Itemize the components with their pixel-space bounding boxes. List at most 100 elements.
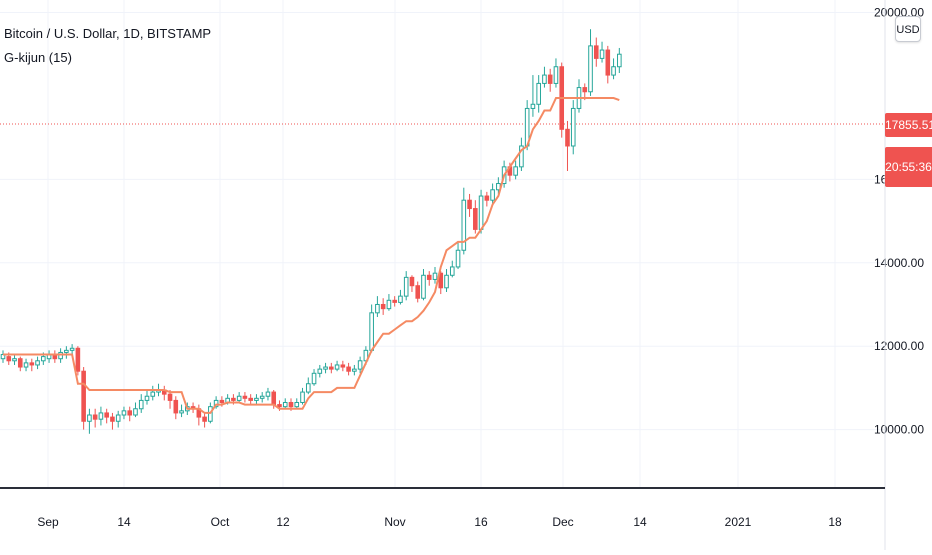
candle-body-up	[179, 410, 184, 414]
candle	[12, 354, 17, 365]
currency-button[interactable]: USD	[895, 16, 921, 42]
x-tick-label: Nov	[384, 515, 405, 529]
candle-body-up	[144, 395, 150, 401]
candle-body-up	[352, 368, 357, 372]
candle-body-up	[311, 372, 317, 385]
candle	[421, 269, 426, 301]
candle-body-down	[467, 199, 472, 210]
candle	[35, 356, 40, 370]
candle	[190, 402, 196, 413]
candle-body-down	[92, 414, 98, 420]
candle-body-up	[98, 412, 104, 420]
candle	[617, 47, 622, 73]
candle-body-up	[254, 397, 259, 401]
indicator-legend[interactable]: G-kijun (15)	[4, 50, 72, 65]
candle-body-down	[605, 49, 611, 76]
candle-body-up	[35, 360, 40, 366]
candle-body-down	[242, 395, 248, 399]
candle-body-down	[380, 303, 386, 310]
candle	[455, 241, 461, 270]
candle-body-up	[323, 366, 328, 370]
candle	[52, 350, 58, 363]
x-tick-label: Sep	[37, 515, 59, 529]
candle	[547, 68, 553, 92]
candle-body-up	[570, 107, 576, 147]
candle-body-up	[611, 66, 616, 76]
y-tick-label: 12000.00	[874, 339, 924, 353]
candle-body-up	[444, 274, 449, 289]
candle-body-up	[150, 391, 156, 397]
candle	[75, 346, 81, 376]
candle	[242, 392, 248, 403]
candle-body-up	[536, 82, 541, 105]
candle-body-down	[582, 87, 588, 93]
grid	[0, 0, 885, 488]
candle	[213, 396, 219, 409]
candle-body-up	[478, 195, 484, 230]
candle	[104, 408, 109, 424]
candle	[576, 79, 582, 113]
candle-body-up	[317, 368, 323, 374]
candle-body-down	[110, 416, 115, 422]
candle	[467, 193, 472, 217]
x-tick-label: 2021	[725, 515, 752, 529]
candle	[415, 281, 421, 303]
x-tick-label: 18	[828, 515, 842, 529]
candle-body-down	[104, 412, 109, 418]
candle	[386, 294, 392, 311]
candle-body-down	[346, 366, 351, 372]
candle	[611, 58, 616, 80]
candle-body-down	[593, 45, 599, 59]
candle-body-up	[58, 351, 63, 360]
candle-body-up	[386, 299, 392, 310]
candle-body-down	[167, 393, 173, 401]
candle	[254, 394, 259, 405]
candle	[542, 66, 547, 88]
candle-body-up	[403, 276, 409, 297]
candle	[438, 271, 444, 295]
candle-body-up	[519, 145, 524, 168]
candle	[133, 402, 138, 418]
candle-body-up	[41, 356, 46, 362]
candle	[196, 404, 202, 426]
candle-body-up	[432, 272, 438, 280]
candle	[150, 385, 156, 401]
time-axis[interactable]: Sep 14 Oct 12 Nov 16 Dec 14 2021 18	[0, 487, 885, 529]
candle	[605, 45, 611, 84]
symbol-title[interactable]: Bitcoin / U.S. Dollar, 1D, BITSTAMP	[4, 26, 212, 41]
candle-body-down	[484, 195, 490, 201]
candle-body-up	[369, 312, 374, 351]
candle	[317, 364, 323, 378]
candle-body-down	[173, 399, 179, 414]
candle	[426, 271, 432, 286]
candle	[110, 412, 115, 430]
candle-body-down	[415, 285, 421, 299]
candle	[484, 191, 490, 207]
candle-body-up	[12, 358, 17, 362]
candle-body-down	[409, 276, 415, 287]
candle	[248, 394, 253, 405]
candle	[282, 398, 288, 409]
candle-body-up	[421, 274, 426, 299]
candle	[340, 360, 346, 372]
candles	[0, 29, 622, 434]
candle-body-down	[75, 347, 81, 372]
candle	[513, 160, 518, 180]
candle-body-up	[375, 303, 380, 314]
x-tick-label: Oct	[211, 515, 230, 529]
candle-body-up	[449, 266, 455, 276]
y-tick-label: 10000.00	[874, 423, 924, 437]
candle-body-up	[553, 66, 559, 84]
x-tick-label: 14	[633, 515, 647, 529]
candle	[311, 369, 317, 386]
candle	[449, 260, 455, 278]
candle-body-up	[617, 53, 622, 68]
candle-body-up	[455, 249, 461, 268]
candle-body-up	[588, 45, 593, 93]
candle-body-up	[599, 49, 605, 59]
candle	[127, 406, 133, 422]
candle-body-up	[513, 166, 518, 176]
